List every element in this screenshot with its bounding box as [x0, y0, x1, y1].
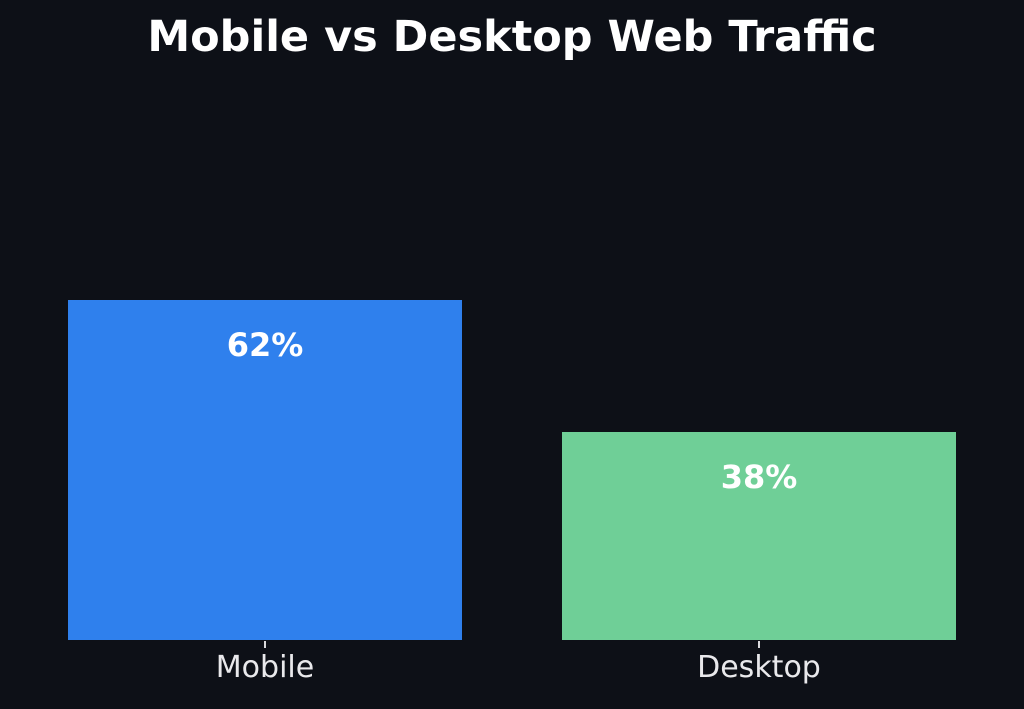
x-axis-label-desktop: Desktop [697, 650, 821, 685]
x-axis-tick-mobile [264, 641, 266, 648]
x-axis-tick-desktop [758, 641, 760, 648]
x-axis-label-mobile: Mobile [215, 650, 315, 685]
bar-mobile: 62% [68, 300, 462, 640]
bar-value-label-desktop: 38% [720, 458, 798, 496]
chart-title: Mobile vs Desktop Web Traffic [147, 12, 877, 62]
bar-desktop: 38% [562, 432, 956, 640]
bar-value-label-mobile: 62% [226, 326, 304, 364]
